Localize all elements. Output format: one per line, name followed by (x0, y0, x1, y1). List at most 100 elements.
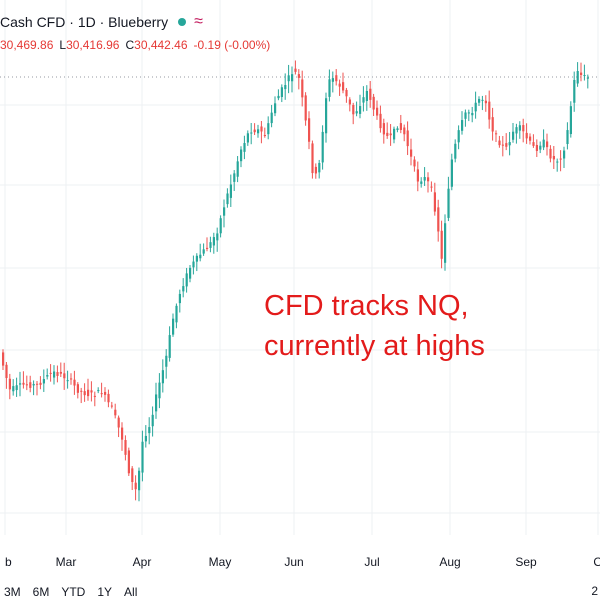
symbol-name[interactable]: Cash CFD (0, 14, 66, 30)
candle-body (382, 123, 385, 135)
candle-body (444, 223, 447, 263)
ohlc-key: L (59, 38, 67, 52)
candle-body (56, 372, 59, 376)
candle-body (321, 131, 324, 163)
candle-body (59, 371, 62, 374)
candle-body (308, 118, 311, 142)
candle-body (556, 161, 559, 163)
candle-body (420, 181, 423, 184)
month-label-sep: Sep (515, 555, 537, 569)
range-all-button[interactable]: All (124, 585, 138, 599)
candle-body (32, 383, 35, 386)
candle-body (416, 169, 419, 182)
candle-body (212, 237, 215, 246)
candle-body (209, 242, 212, 248)
candle-body (63, 373, 66, 379)
separator: · (99, 14, 105, 30)
candle-body (22, 382, 25, 385)
candle-body (488, 101, 491, 120)
candle-body (559, 158, 562, 160)
price-chart[interactable]: b Mar Apr May Jun Jul Aug Sep O Cash CFD · 1D · … (0, 0, 600, 575)
candle-body (121, 427, 124, 440)
candle-body (335, 75, 338, 82)
candle-body (372, 96, 375, 110)
candle-body (73, 379, 76, 386)
range-1y-button[interactable]: 1Y (97, 585, 113, 599)
candle-body (464, 112, 467, 119)
month-label-mar: Mar (56, 555, 77, 569)
candle-body (29, 382, 32, 388)
range-toolbar: 3M 6M YTD 1Y All 2 (0, 584, 600, 600)
time-readout: 2 (591, 584, 598, 598)
candle-body (189, 267, 192, 279)
candle-body (15, 385, 18, 391)
interval-label[interactable]: 1D (77, 14, 96, 30)
candle-body (362, 97, 365, 103)
candle-body (467, 112, 470, 114)
candle-body (175, 305, 178, 323)
candle-body (505, 143, 508, 147)
candle-body (515, 127, 518, 134)
candle-body (325, 98, 328, 134)
candle-body (178, 293, 181, 304)
candle-body (328, 79, 331, 97)
candle-body (165, 355, 168, 367)
candle-body (277, 95, 280, 99)
candle-body (36, 383, 39, 385)
candle-body (202, 249, 205, 254)
candle-body (267, 123, 270, 135)
candle-body (263, 135, 266, 137)
candle-body (83, 391, 86, 396)
candle-body (450, 159, 453, 187)
candle-body (549, 148, 552, 159)
candle-body (158, 382, 161, 399)
candle-body (168, 335, 171, 358)
candle-body (539, 145, 542, 150)
candle-body (131, 468, 134, 483)
candle-body (314, 166, 317, 174)
candle-body (355, 111, 358, 114)
candle-body (501, 144, 504, 146)
candle-body (66, 380, 69, 382)
candle-body (427, 177, 430, 182)
candle-body (311, 143, 314, 174)
candle-body (5, 364, 8, 379)
candle-body (138, 470, 141, 491)
candle-body (76, 384, 79, 393)
candle-body (280, 87, 283, 98)
candle-body (440, 230, 443, 259)
candle-body (236, 161, 239, 177)
candle-body (304, 95, 307, 121)
candle-body (583, 75, 586, 77)
candle-body (117, 417, 120, 428)
candle-body (518, 125, 521, 131)
candle-body (512, 131, 515, 140)
candle-body (257, 129, 260, 134)
month-label-apr: Apr (133, 555, 152, 569)
candle-body (243, 143, 246, 152)
candle-body (90, 390, 93, 393)
candle-body (576, 71, 579, 84)
candle-body (206, 247, 209, 249)
range-3m-button[interactable]: 3M (4, 585, 21, 599)
candle-body (141, 441, 144, 473)
range-6m-button[interactable]: 6M (32, 585, 50, 599)
candlestick-chart[interactable]: b Mar Apr May Jun Jul Aug Sep O (0, 0, 600, 575)
candle-body (100, 393, 103, 395)
candle-body (250, 132, 253, 134)
candle-body (396, 128, 399, 131)
candle-body (389, 133, 392, 136)
candle-body (331, 78, 334, 82)
candle-body (447, 188, 450, 218)
candle-body (569, 106, 572, 135)
ohlc-values: 30,469.86 L 30,416.96 C 30,442.46 -0.19 (-… (0, 37, 276, 53)
data-source: Blueberry (108, 14, 169, 30)
candle-body (127, 450, 130, 474)
candle-body (39, 382, 42, 385)
candle-body (529, 136, 532, 141)
candle-body (495, 133, 498, 135)
candle-body (195, 255, 198, 262)
candle-body (484, 100, 487, 104)
range-ytd-button[interactable]: YTD (61, 585, 86, 599)
candle-body (478, 98, 481, 103)
